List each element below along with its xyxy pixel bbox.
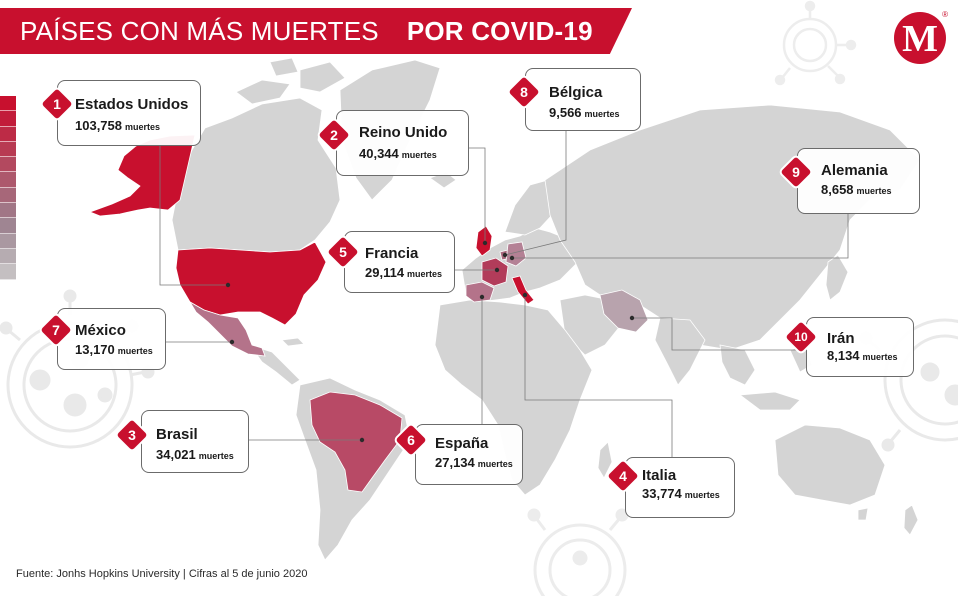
region-germany (505, 241, 527, 267)
rank-number: 7 (52, 322, 60, 338)
title-part-2: POR COVID-19 (406, 15, 593, 46)
rank-number: 8 (520, 84, 528, 100)
map-markers (225, 240, 635, 443)
country-card-mexico: México 13,170 muertes (57, 308, 166, 370)
rank-number: 6 (407, 432, 415, 448)
region-iran (599, 289, 649, 333)
country-deaths: 29,114 muertes (365, 265, 443, 280)
rank-number: 3 (128, 427, 136, 443)
country-card-italia: Italia 33,774 muertes (625, 457, 735, 518)
country-card-alemania: Alemania 8,658 muertes (797, 148, 920, 214)
country-deaths: 9,566 muertes (549, 105, 620, 120)
country-name: Alemania (821, 162, 888, 179)
legend-swatch (0, 187, 16, 204)
region-france (481, 257, 509, 287)
milenio-logo-icon: M ® (894, 10, 948, 64)
country-name: Bélgica (549, 84, 603, 101)
country-name: Italia (642, 467, 677, 484)
logo-letter: M (902, 18, 938, 60)
rank-number: 1 (53, 96, 61, 112)
legend-swatch (0, 126, 16, 142)
rank-number: 10 (794, 330, 808, 344)
region-italy (511, 275, 535, 305)
country-name: Francia (365, 245, 419, 262)
virus-watermark-icon (774, 0, 857, 86)
region-brazil (309, 391, 403, 493)
title-banner: PAÍSES CON MÁS MUERTES POR COVID-19 (0, 8, 632, 54)
rank-number: 2 (330, 127, 338, 143)
registered-mark: ® (942, 10, 948, 19)
legend-swatch (0, 141, 16, 158)
country-name: Reino Unido (359, 124, 448, 141)
country-deaths: 34,021 muertes (156, 447, 234, 462)
region-mexico (188, 300, 266, 357)
country-deaths: 8,134 muertes (827, 348, 898, 363)
country-deaths: 27,134 muertes (435, 455, 513, 470)
legend-swatch (0, 233, 16, 249)
country-deaths: 103,758 muertes (75, 118, 161, 133)
country-deaths: 33,774 muertes (642, 486, 720, 501)
country-card-belgica: Bélgica 9,566 muertes (525, 68, 641, 131)
legend-swatch (0, 96, 16, 112)
highlighted-countries (88, 134, 649, 493)
title-part-1: PAÍSES CON MÁS MUERTES (20, 15, 379, 46)
region-spain (465, 281, 495, 303)
color-scale-legend (0, 96, 16, 280)
country-name: Estados Unidos (75, 96, 189, 113)
country-card-reino-unido: Reino Unido 40,344 muertes (336, 110, 469, 176)
country-name: Brasil (156, 426, 198, 443)
country-name: México (75, 322, 126, 339)
country-card-espana: España 27,134 muertes (415, 424, 523, 485)
rank-number: 9 (792, 164, 800, 180)
legend-swatch (0, 157, 16, 173)
rank-number: 5 (339, 244, 347, 260)
country-card-estados-unidos: Estados Unidos 103,758 muertes (57, 80, 201, 146)
country-card-brasil: Brasil 34,021 muertes (141, 410, 249, 473)
country-card-iran: Irán 8,134 muertes (806, 317, 914, 377)
country-card-francia: Francia 29,114 muertes (344, 231, 455, 293)
source-note: Fuente: Jonhs Hopkins University | Cifra… (16, 568, 308, 580)
country-name: España (435, 435, 489, 452)
leader-lines (159, 130, 849, 458)
legend-swatch (0, 264, 16, 280)
country-deaths: 40,344 muertes (359, 146, 437, 161)
legend-swatch (0, 111, 16, 127)
legend-swatch (0, 218, 16, 234)
country-deaths: 8,658 muertes (821, 182, 892, 197)
legend-swatch (0, 248, 16, 265)
virus-watermark-icon (527, 508, 629, 596)
country-deaths: 13,170 muertes (75, 342, 153, 357)
rank-number: 4 (619, 468, 627, 484)
country-name: Irán (827, 330, 855, 347)
region-uk (475, 225, 493, 257)
legend-swatch (0, 203, 16, 219)
legend-swatch (0, 172, 16, 188)
